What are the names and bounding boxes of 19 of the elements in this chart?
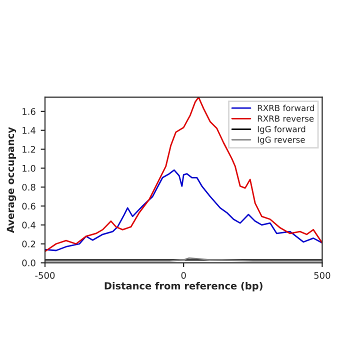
y-tick-label: 0.4	[22, 222, 36, 229]
x-tick-label: 0	[181, 272, 186, 279]
legend-label: IgG reverse	[258, 136, 305, 144]
y-tick-label: 0.2	[22, 240, 36, 248]
y-axis-title: Average occupancy	[6, 127, 16, 233]
x-tick-label: 500	[314, 272, 330, 279]
legend-label: RXRB forward	[258, 104, 314, 112]
line-series	[45, 169, 322, 252]
x-tick-label: -500	[35, 272, 55, 279]
y-tick-label: 1.0	[22, 164, 36, 172]
y-tick-label: 0.0	[22, 260, 36, 266]
y-tick-label: 1.2	[22, 146, 36, 153]
y-tick-label: 1.6	[22, 108, 36, 115]
x-axis-title: Distance from reference (bp)	[104, 282, 262, 292]
legend-label: IgG forward	[258, 126, 306, 134]
y-tick-label: 1.4	[22, 127, 36, 134]
y-tick-label: 0.6	[22, 202, 36, 210]
y-tick-label: 0.8	[22, 184, 36, 191]
legend-label: RXRB reverse	[258, 116, 314, 122]
